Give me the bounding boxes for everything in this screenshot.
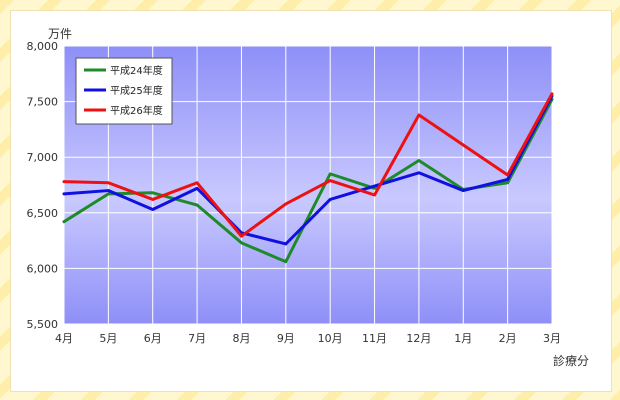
x-tick-label: 11月 — [362, 332, 387, 345]
x-tick-label: 5月 — [99, 332, 117, 345]
x-tick-label: 7月 — [188, 332, 206, 345]
legend-label: 平成26年度 — [110, 104, 163, 117]
y-tick-label: 5,500 — [27, 318, 59, 331]
x-axis-ticks: 4月 5月 6月 7月 8月 9月 10月 11月 12月 1月 2月 3月 — [55, 332, 561, 345]
x-tick-label: 4月 — [55, 332, 73, 345]
x-tick-label: 8月 — [232, 332, 250, 345]
x-tick-label: 3月 — [543, 332, 561, 345]
x-tick-label: 10月 — [318, 332, 343, 345]
y-tick-label: 6,000 — [27, 262, 59, 275]
series-lines — [62, 92, 554, 264]
x-tick-label: 9月 — [277, 332, 295, 345]
y-axis-ticks: 5,500 6,000 6,500 7,000 7,500 8,000 — [27, 40, 59, 331]
x-axis-label: 診療分 — [553, 353, 589, 368]
x-tick-label: 1月 — [454, 332, 472, 345]
x-tick-label: 12月 — [406, 332, 431, 345]
x-tick-label: 2月 — [499, 332, 517, 345]
y-tick-label: 8,000 — [27, 40, 59, 53]
legend-label: 平成24年度 — [110, 64, 163, 77]
legend-label: 平成25年度 — [110, 84, 163, 97]
y-axis-unit-label: 万件 — [48, 27, 72, 41]
y-tick-label: 7,000 — [27, 151, 59, 164]
y-tick-label: 6,500 — [27, 207, 59, 220]
y-tick-label: 7,500 — [27, 96, 59, 109]
x-tick-label: 6月 — [144, 332, 162, 345]
series-line-1 — [62, 94, 554, 246]
series-line-2 — [62, 92, 554, 238]
